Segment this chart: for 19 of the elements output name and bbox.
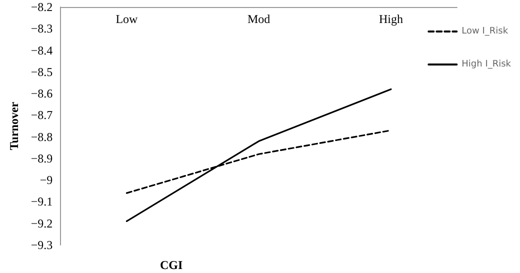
legend-label: Low I_Risk xyxy=(462,26,509,36)
y-tick-label: −9 xyxy=(40,173,53,188)
y-tick-label: −9.2 xyxy=(30,216,53,230)
y-tick-label: −8.3 xyxy=(30,22,53,36)
x-axis-title: CGI xyxy=(160,258,183,272)
x-tick-label: Low xyxy=(116,12,138,26)
y-tick-label: −8.5 xyxy=(30,64,53,79)
legend-label: High I_Risk xyxy=(462,60,512,70)
y-axis-title: Turnover xyxy=(7,101,21,150)
y-tick-label: −8.4 xyxy=(30,43,53,58)
y-tick-label: −8.6 xyxy=(30,86,53,101)
x-tick-label: High xyxy=(378,12,403,26)
x-tick-label: Mod xyxy=(248,12,270,26)
y-tick-label: −8.7 xyxy=(30,108,53,122)
y-tick-label: −8.9 xyxy=(30,151,53,166)
y-tick-label: −9.1 xyxy=(30,194,53,209)
y-tick-label: −8.8 xyxy=(30,130,53,144)
y-tick-label: −9.3 xyxy=(30,238,53,252)
y-tick-label: −8.2 xyxy=(30,0,53,14)
